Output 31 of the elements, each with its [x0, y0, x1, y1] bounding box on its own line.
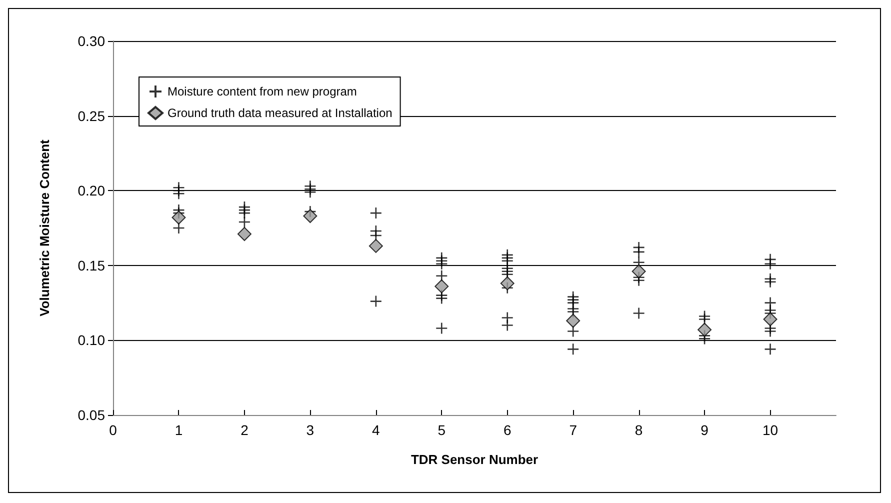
x-tick-label: 0: [109, 422, 118, 438]
point: [237, 226, 252, 241]
x-tick-label: 4: [372, 422, 380, 438]
x-tick-label: 9: [700, 422, 709, 438]
y-axis-title: Volumetric Moisture Content: [37, 138, 52, 316]
point: [434, 279, 449, 294]
point: [368, 238, 383, 253]
x-tick-label: 10: [762, 422, 778, 438]
point: [632, 264, 646, 278]
y-tick-label: 0.05: [78, 407, 106, 423]
y-tick-label: 0.10: [78, 332, 106, 348]
y-tick-label: 0.30: [78, 33, 106, 49]
legend-label: Moisture content from new program: [168, 84, 357, 98]
x-tick-label: 8: [634, 422, 643, 438]
y-tick-label: 0.25: [78, 108, 106, 124]
point: [566, 314, 580, 328]
y-tick-label: 0.15: [78, 257, 106, 274]
point: [303, 209, 318, 224]
x-tick-label: 2: [240, 422, 249, 438]
point: [500, 276, 514, 290]
point: [172, 210, 186, 225]
point: [763, 312, 778, 326]
x-tick-label: 3: [306, 422, 314, 438]
point: [698, 322, 712, 337]
legend-label: Ground truth data measured at Installation: [168, 106, 392, 120]
x-tick-label: 6: [503, 422, 512, 438]
x-tick-label: 5: [438, 422, 446, 438]
x-tick-label: 7: [569, 422, 578, 438]
y-tick-label: 0.20: [78, 182, 106, 199]
x-tick-label: 1: [174, 422, 183, 438]
x-axis-title: TDR Sensor Number: [410, 452, 538, 467]
